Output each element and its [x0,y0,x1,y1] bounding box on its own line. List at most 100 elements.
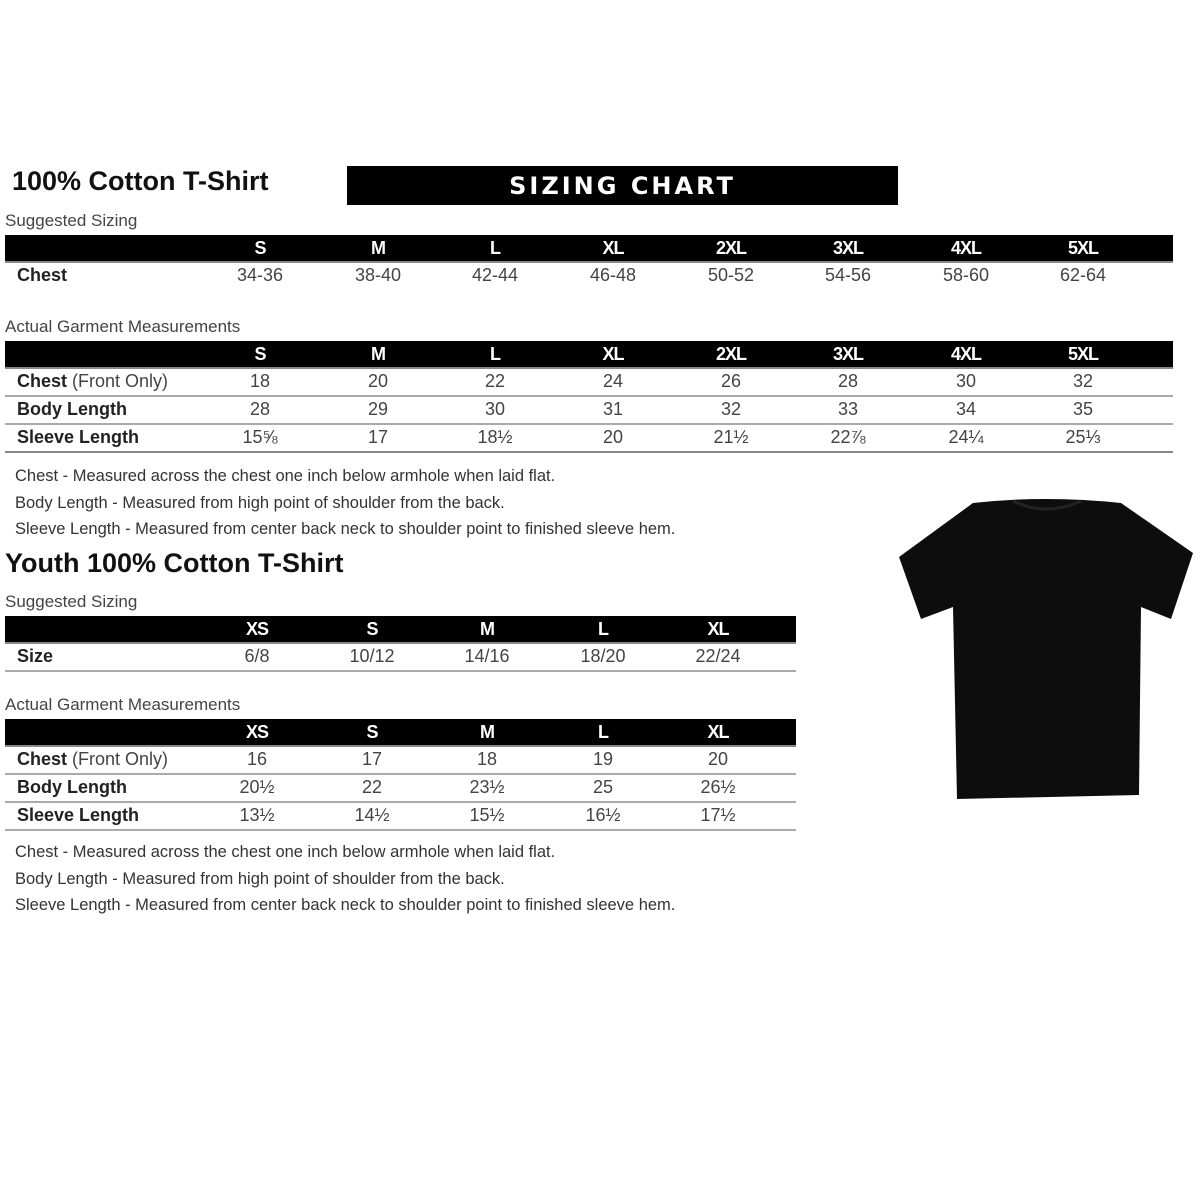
table-cell: 42-44 [471,265,519,285]
size-header-l: L [490,344,501,364]
table-row: Body Length 28 29 30 31 32 33 34 35 [5,395,1173,425]
row-label-text: Size [17,646,54,666]
size-header-s: S [254,344,266,364]
size-header-s: S [366,722,378,742]
size-header-xs: XS [245,722,269,742]
size-header-l: L [598,722,609,742]
size-header-xs: XS [245,619,269,639]
table-cell: 28 [249,399,271,419]
row-label-text: Chest [17,749,68,769]
table-cell: 34-36 [236,265,284,285]
table-cell: 33 [837,399,859,419]
row-label-text: Chest [17,371,68,391]
table-cell: 16 [246,749,268,769]
tshirt-icon [899,499,1193,799]
table-cell: 17 [361,749,383,769]
note-body-length: Body Length - Measured from high point o… [15,869,505,888]
table-cell: 17 [367,427,389,447]
table-cell: 58-60 [942,265,990,285]
size-header-m: M [480,722,495,742]
row-sublabel: (Front Only) [72,371,169,391]
size-header-xl: XL [707,722,729,742]
size-header-l: L [598,619,609,639]
size-header-s: S [254,238,266,258]
table-cell: 38-40 [354,265,402,285]
table-row: Sleeve Length 15⅝ 17 18½ 20 21½ 22⅞ 24¼ 25⅓ [5,423,1173,453]
row-label: Sleeve Length [17,801,139,829]
size-header-m: M [371,344,386,364]
table-row: Size 6/8 10/12 14/16 18/20 22/24 [5,642,796,672]
table-cell: 18 [249,371,271,391]
table-cell: 17½ [700,805,736,825]
table-cell: 31 [602,399,624,419]
youth-suggested-label: Suggested Sizing [5,592,138,611]
table-cell: 30 [484,399,506,419]
row-label: Body Length [17,395,127,423]
table-cell: 20 [707,749,729,769]
row-label: Chest (Front Only) [17,745,168,773]
table-cell: 6/8 [244,646,270,666]
size-header-bar: S M L XL 2XL 3XL 4XL 5XL [5,235,1173,263]
row-label-text: Chest [17,265,68,285]
size-header-2xl: 2XL [715,344,747,364]
table-cell: 22/24 [695,646,741,666]
youth-actual-label: Actual Garment Measurements [5,695,241,714]
table-cell: 16½ [585,805,621,825]
size-header-xl: XL [602,344,624,364]
table-cell: 25 [592,777,614,797]
table-cell: 50-52 [707,265,755,285]
adult-suggested-label: Suggested Sizing [5,211,138,230]
row-label-text: Body Length [17,777,127,797]
table-cell: 26 [720,371,742,391]
table-cell: 20½ [239,777,275,797]
sizing-chart-banner: SIZING CHART [347,166,898,205]
table-cell: 32 [720,399,742,419]
size-header-bar: S M L XL 2XL 3XL 4XL 5XL [5,341,1173,369]
size-header-5xl: 5XL [1067,344,1099,364]
table-cell: 22⅞ [830,427,866,447]
table-cell: 35 [1072,399,1094,419]
table-cell: 18½ [477,427,513,447]
table-cell: 25⅓ [1065,427,1101,447]
note-sleeve-length: Sleeve Length - Measured from center bac… [15,896,676,914]
table-cell: 14/16 [464,646,510,666]
row-label: Chest [17,261,67,289]
table-cell: 20 [602,427,624,447]
table-cell: 23½ [469,777,505,797]
size-header-m: M [480,619,495,639]
note-body-length: Body Length - Measured from high point o… [15,493,505,512]
table-cell: 14½ [354,805,390,825]
table-cell: 22 [361,777,383,797]
row-label-text: Body Length [17,399,127,419]
row-label: Chest (Front Only) [17,367,168,395]
table-row: Chest 34-36 38-40 42-44 46-48 50-52 54-56 58-60… [5,261,1173,289]
table-row: Chest (Front Only) 16 17 18 19 20 [5,745,796,775]
table-cell: 20 [367,371,389,391]
size-header-3xl: 3XL [832,238,864,258]
size-header-xl: XL [707,619,729,639]
size-header-bar: XS S M L XL [5,616,796,644]
note-chest: Chest - Measured across the chest one in… [15,467,556,485]
table-cell: 32 [1072,371,1094,391]
adult-actual-label: Actual Garment Measurements [5,317,241,336]
row-label-text: Sleeve Length [17,805,140,825]
table-cell: 15½ [469,805,505,825]
size-header-2xl: 2XL [715,238,747,258]
row-label-text: Sleeve Length [17,427,140,447]
table-cell: 24 [602,371,624,391]
size-header-xl: XL [602,238,624,258]
table-cell: 18 [476,749,498,769]
note-sleeve-length: Sleeve Length - Measured from center bac… [15,520,676,538]
size-header-l: L [490,238,501,258]
size-header-3xl: 3XL [832,344,864,364]
table-cell: 29 [367,399,389,419]
size-header-m: M [371,238,386,258]
table-cell: 34 [955,399,977,419]
table-cell: 19 [592,749,614,769]
table-cell: 46-48 [589,265,637,285]
table-cell: 22 [484,371,506,391]
table-cell: 15⅝ [242,427,278,447]
row-label: Sleeve Length [17,423,139,451]
size-header-s: S [366,619,378,639]
table-cell: 30 [955,371,977,391]
